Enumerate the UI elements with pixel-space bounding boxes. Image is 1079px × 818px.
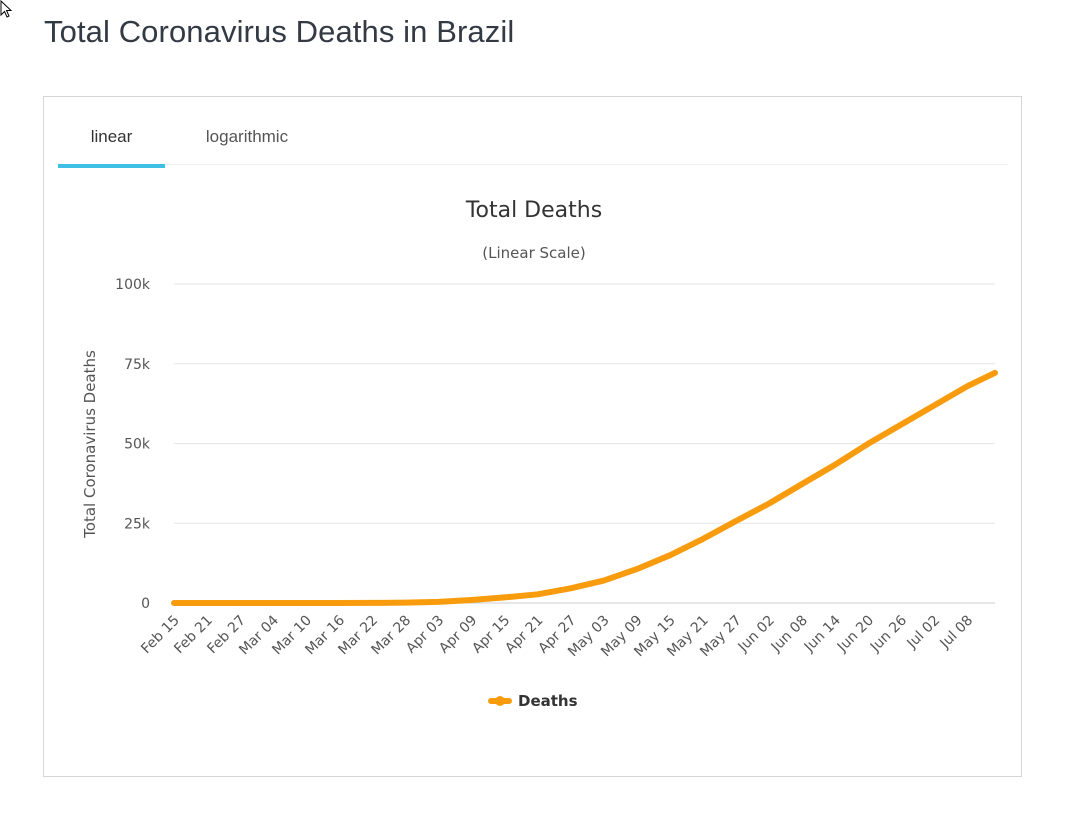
deaths-line-chart: Total Deaths (Linear Scale) 0 25k 50k 75k 10… xyxy=(81,198,998,710)
y-tick-label: 100k xyxy=(115,277,151,293)
tab-linear[interactable]: linear xyxy=(58,97,165,168)
y-tick-label: 25k xyxy=(124,516,151,532)
page-title: Total Coronavirus Deaths in Brazil xyxy=(44,14,515,49)
x-tick-label: Jun 08 xyxy=(768,613,811,656)
x-tick-label: Jul 08 xyxy=(937,613,977,653)
series-line-deaths[interactable] xyxy=(171,369,998,606)
x-tick-label: Jun 20 xyxy=(834,613,877,656)
x-tick-label: Jun 14 xyxy=(801,612,844,655)
mouse-cursor-icon xyxy=(0,0,13,18)
chart-card: linear logarithmic Total Deaths (Linear … xyxy=(43,96,1022,777)
y-tick-label: 50k xyxy=(124,437,151,453)
chart-subtitle: (Linear Scale) xyxy=(482,244,585,262)
chart-title: Total Deaths xyxy=(465,198,602,223)
y-tick-label: 0 xyxy=(141,596,150,612)
legend[interactable]: Deaths xyxy=(488,692,578,710)
x-tick-label: Jun 02 xyxy=(735,613,778,656)
x-tick-label: Jul 02 xyxy=(904,613,944,653)
y-tick-label: 75k xyxy=(124,357,151,373)
y-axis-label: Total Coronavirus Deaths xyxy=(81,350,99,539)
tab-logarithmic[interactable]: logarithmic xyxy=(205,127,289,146)
legend-marker-deaths xyxy=(495,696,505,706)
y-axis-ticks: 0 25k 50k 75k 100k xyxy=(115,277,151,612)
legend-label-deaths: Deaths xyxy=(518,692,578,710)
x-tick-label: Jun 26 xyxy=(867,612,910,655)
scale-tabs: linear logarithmic xyxy=(58,97,1008,168)
